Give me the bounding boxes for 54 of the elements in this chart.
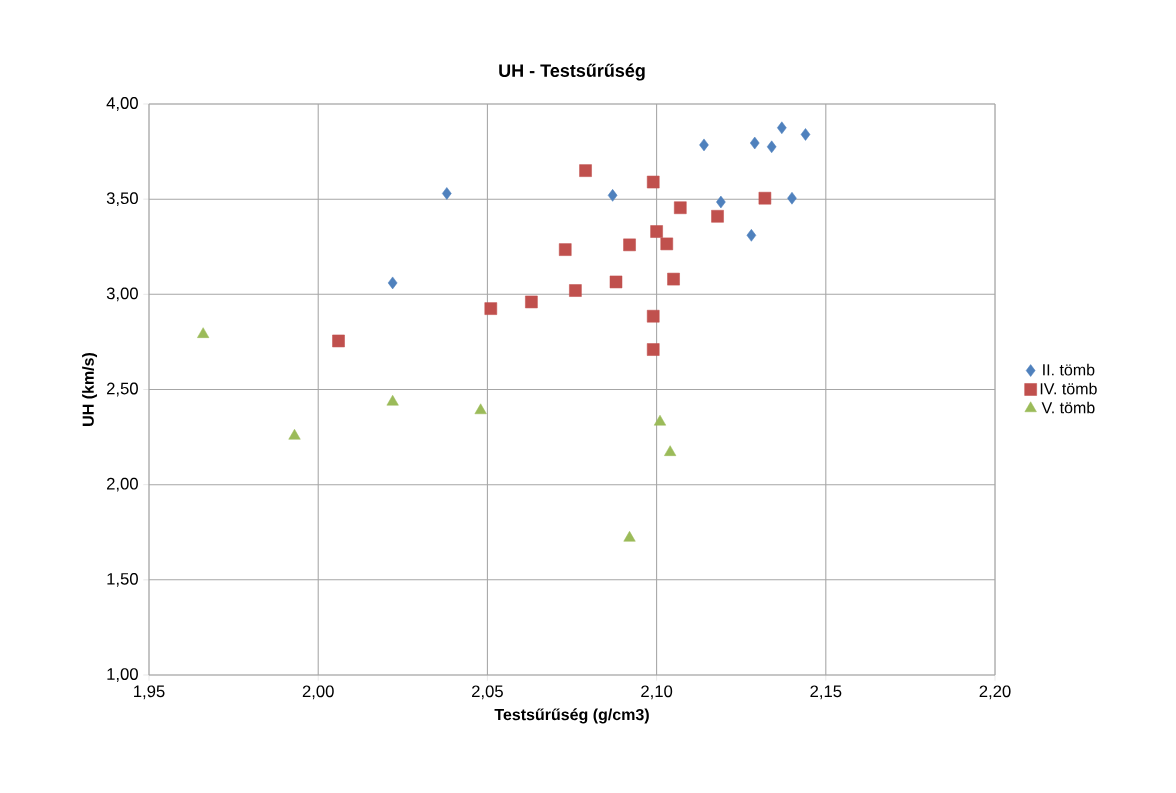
point — [332, 334, 345, 348]
point — [623, 531, 636, 542]
point — [525, 295, 538, 309]
point — [653, 414, 667, 426]
y-tick-label: 3,00 — [106, 287, 138, 302]
y-tick-label: 2,00 — [107, 477, 138, 492]
point — [387, 276, 398, 290]
point — [646, 309, 660, 323]
legend-label: V. tömb — [1041, 401, 1095, 414]
point — [484, 302, 498, 315]
x-tick-label: 2,15 — [810, 685, 842, 700]
point — [569, 284, 582, 297]
x-tick-label: 2,10 — [641, 685, 673, 700]
y-tick-label: 1,50 — [107, 572, 138, 587]
y-tick-label: 3,50 — [106, 192, 138, 207]
point — [197, 327, 210, 338]
point — [442, 187, 452, 200]
x-tick-label: 2,05 — [472, 685, 503, 700]
point — [660, 237, 674, 251]
point — [758, 191, 772, 205]
legend-label: II. tömb — [1043, 363, 1095, 376]
point — [288, 429, 301, 440]
point — [623, 238, 636, 252]
point — [646, 175, 660, 189]
legend-label: IV. tömb — [1040, 382, 1097, 395]
point — [716, 195, 726, 209]
point — [609, 275, 623, 289]
y-tick-label: 4,00 — [106, 97, 138, 111]
point — [787, 191, 797, 205]
y-tick-label: 1,00 — [107, 668, 138, 682]
point — [674, 201, 687, 214]
point — [558, 243, 572, 256]
point — [746, 229, 757, 242]
point — [766, 140, 777, 154]
x-tick-label: 1,95 — [134, 685, 165, 700]
point — [777, 121, 787, 135]
point — [800, 128, 811, 141]
point — [711, 210, 724, 223]
y-axis-title: UH (km/s) — [82, 352, 98, 426]
point — [607, 189, 618, 202]
point — [699, 138, 709, 152]
point — [667, 272, 680, 286]
point — [474, 403, 487, 415]
x-axis-title: Testsűrűség (g/cm3) — [494, 708, 649, 724]
point — [664, 445, 677, 456]
point — [646, 343, 660, 356]
y-tick-label: 2,50 — [107, 382, 138, 397]
point — [386, 394, 399, 406]
point — [650, 225, 663, 238]
point — [579, 164, 592, 177]
x-tick-label: 2,20 — [979, 685, 1011, 700]
point — [749, 136, 760, 150]
chart-title: UH - Testsűrűség — [499, 63, 645, 81]
x-tick-label: 2,00 — [302, 685, 334, 700]
